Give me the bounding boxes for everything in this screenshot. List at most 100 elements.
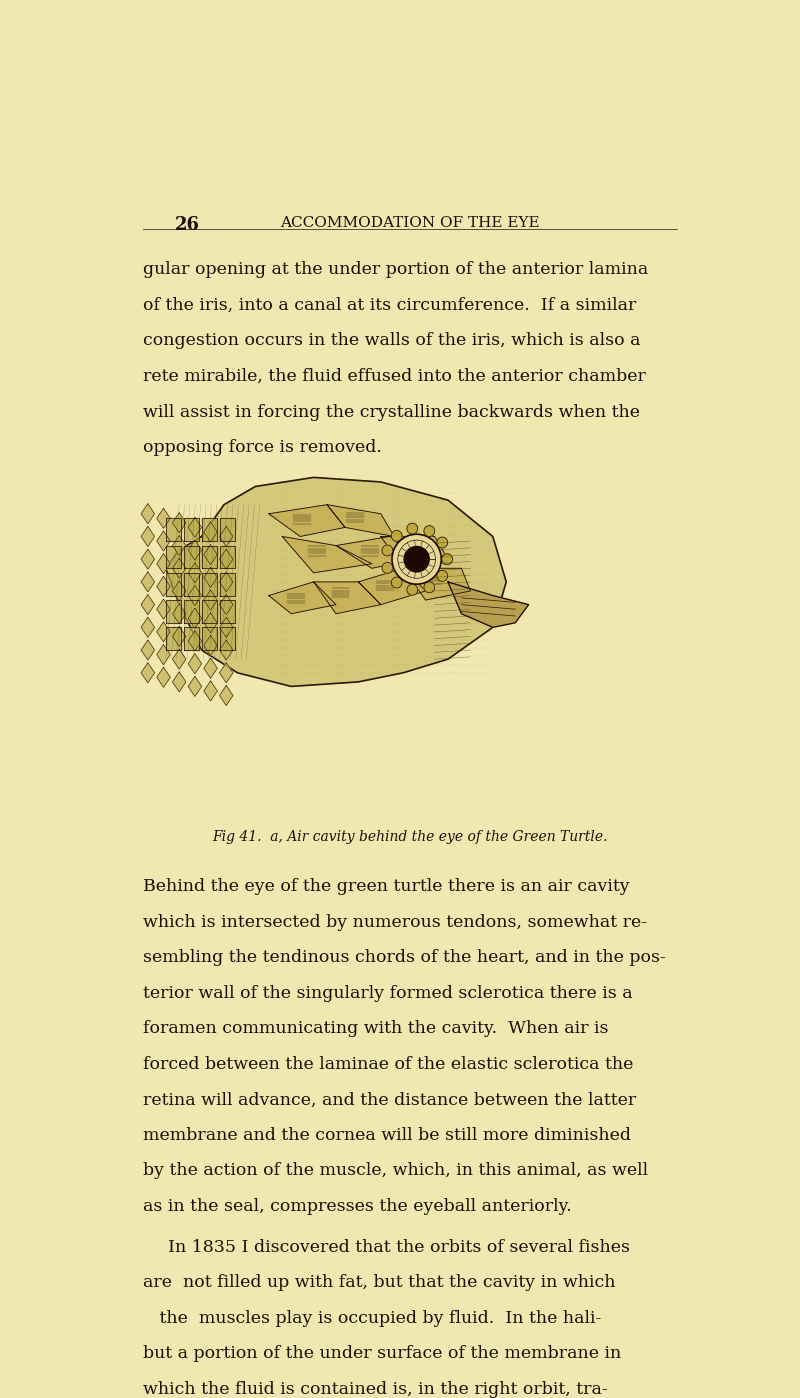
- Polygon shape: [173, 626, 186, 646]
- Text: are  not filled up with fat, but that the cavity in which: are not filled up with fat, but that the…: [143, 1275, 616, 1292]
- Polygon shape: [173, 535, 186, 555]
- Polygon shape: [219, 600, 235, 624]
- Text: by the action of the muscle, which, in this animal, as well: by the action of the muscle, which, in t…: [143, 1162, 649, 1180]
- Polygon shape: [219, 663, 233, 682]
- Text: congestion occurs in the walls of the iris, which is also a: congestion occurs in the walls of the ir…: [143, 333, 641, 350]
- Polygon shape: [157, 554, 170, 573]
- Polygon shape: [403, 568, 470, 600]
- Polygon shape: [141, 640, 154, 660]
- Polygon shape: [157, 600, 170, 619]
- Circle shape: [391, 530, 402, 541]
- Polygon shape: [173, 604, 186, 624]
- Polygon shape: [336, 537, 417, 568]
- Circle shape: [382, 562, 393, 573]
- Polygon shape: [188, 517, 202, 537]
- Polygon shape: [202, 519, 218, 541]
- Circle shape: [437, 537, 448, 548]
- Polygon shape: [204, 681, 218, 700]
- Polygon shape: [141, 594, 154, 615]
- Text: as in the seal, compresses the eyeball anteriorly.: as in the seal, compresses the eyeball a…: [143, 1198, 572, 1215]
- Polygon shape: [188, 608, 202, 628]
- Polygon shape: [188, 630, 202, 651]
- Polygon shape: [173, 672, 186, 692]
- Text: sembling the tendinous chords of the heart, and in the pos-: sembling the tendinous chords of the hea…: [143, 949, 666, 966]
- Polygon shape: [202, 573, 218, 596]
- Polygon shape: [202, 600, 218, 624]
- Polygon shape: [381, 537, 448, 568]
- Polygon shape: [141, 503, 154, 524]
- Text: terior wall of the singularly formed sclerotica there is a: terior wall of the singularly formed scl…: [143, 984, 633, 1002]
- Text: membrane and the cornea will be still more diminished: membrane and the cornea will be still mo…: [143, 1127, 631, 1144]
- Text: but a portion of the under surface of the membrane in: but a portion of the under surface of th…: [143, 1345, 622, 1363]
- Text: opposing force is removed.: opposing force is removed.: [143, 439, 382, 456]
- Polygon shape: [141, 618, 154, 637]
- Text: forced between the laminae of the elastic sclerotica the: forced between the laminae of the elasti…: [143, 1055, 634, 1072]
- Polygon shape: [204, 590, 218, 610]
- Polygon shape: [166, 628, 182, 650]
- Polygon shape: [219, 527, 233, 547]
- Polygon shape: [269, 505, 345, 537]
- Circle shape: [407, 523, 418, 534]
- Polygon shape: [204, 568, 218, 587]
- Circle shape: [407, 584, 418, 596]
- Text: retina will advance, and the distance between the latter: retina will advance, and the distance be…: [143, 1092, 637, 1109]
- Polygon shape: [184, 628, 199, 650]
- Polygon shape: [219, 628, 235, 650]
- Polygon shape: [141, 572, 154, 591]
- Polygon shape: [173, 582, 186, 601]
- Polygon shape: [188, 654, 202, 674]
- Text: Fig 41.  a, Air cavity behind the eye of the Green Turtle.: Fig 41. a, Air cavity behind the eye of …: [212, 830, 608, 844]
- Text: of the iris, into a canal at its circumference.  If a similar: of the iris, into a canal at its circumf…: [143, 296, 637, 315]
- Text: Behind the eye of the green turtle there is an air cavity: Behind the eye of the green turtle there…: [143, 878, 630, 895]
- Polygon shape: [204, 521, 218, 542]
- Circle shape: [382, 545, 393, 556]
- Circle shape: [442, 554, 453, 565]
- Polygon shape: [166, 545, 182, 568]
- Text: will assist in forcing the crystalline backwards when the: will assist in forcing the crystalline b…: [143, 404, 640, 421]
- Text: which is intersected by numerous tendons, somewhat re-: which is intersected by numerous tendons…: [143, 914, 647, 931]
- Circle shape: [437, 570, 448, 582]
- Polygon shape: [141, 527, 154, 547]
- Polygon shape: [219, 685, 233, 706]
- Polygon shape: [141, 549, 154, 569]
- Polygon shape: [448, 582, 529, 628]
- Polygon shape: [219, 618, 233, 637]
- Polygon shape: [219, 594, 233, 615]
- Polygon shape: [202, 628, 218, 650]
- Text: the  muscles play is occupied by fluid.  In the hali-: the muscles play is occupied by fluid. I…: [143, 1310, 602, 1327]
- Polygon shape: [204, 545, 218, 565]
- Polygon shape: [184, 600, 199, 624]
- Polygon shape: [173, 513, 186, 533]
- Polygon shape: [188, 586, 202, 605]
- Polygon shape: [184, 545, 199, 568]
- Circle shape: [404, 547, 429, 572]
- Polygon shape: [166, 573, 182, 596]
- Polygon shape: [184, 573, 199, 596]
- Polygon shape: [327, 505, 394, 537]
- Polygon shape: [358, 568, 426, 604]
- Polygon shape: [219, 549, 233, 569]
- Text: which the fluid is contained is, in the right orbit, tra-: which the fluid is contained is, in the …: [143, 1381, 608, 1398]
- Text: 26: 26: [174, 217, 199, 235]
- Polygon shape: [202, 545, 218, 568]
- Polygon shape: [166, 519, 182, 541]
- Polygon shape: [219, 519, 235, 541]
- Polygon shape: [314, 582, 381, 614]
- Polygon shape: [188, 540, 202, 561]
- Circle shape: [392, 534, 442, 584]
- Polygon shape: [157, 644, 170, 664]
- Polygon shape: [188, 563, 202, 583]
- Circle shape: [424, 582, 434, 593]
- Circle shape: [442, 554, 453, 565]
- Polygon shape: [269, 582, 336, 614]
- Polygon shape: [157, 576, 170, 597]
- Polygon shape: [204, 612, 218, 633]
- Polygon shape: [204, 658, 218, 678]
- Text: foramen communicating with the cavity.  When air is: foramen communicating with the cavity. W…: [143, 1021, 609, 1037]
- Polygon shape: [188, 677, 202, 696]
- Circle shape: [391, 577, 402, 589]
- Polygon shape: [173, 649, 186, 670]
- Polygon shape: [166, 600, 182, 624]
- Polygon shape: [141, 663, 154, 682]
- Text: gular opening at the under portion of the anterior lamina: gular opening at the under portion of th…: [143, 261, 649, 278]
